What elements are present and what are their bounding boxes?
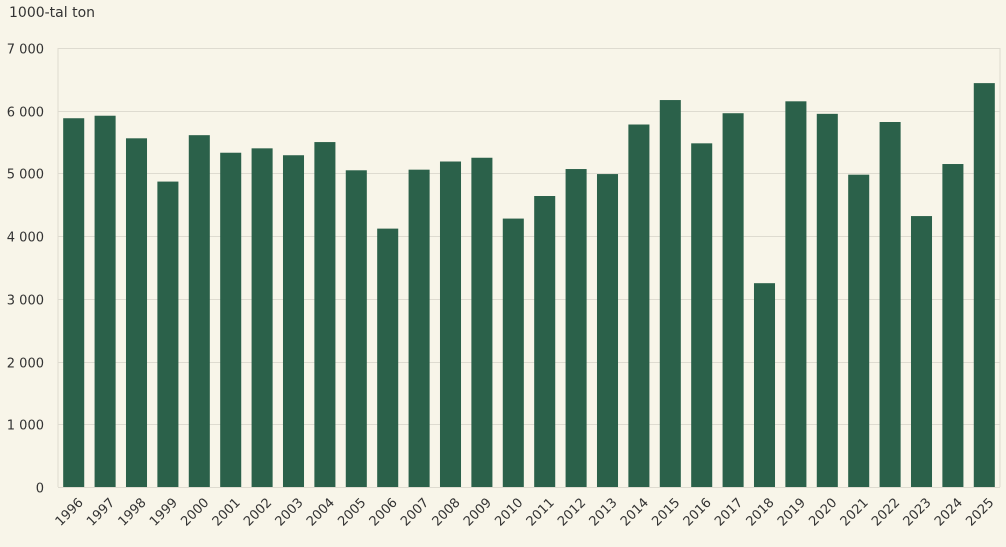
bar-2002: [251, 148, 273, 487]
bar-2011: [534, 196, 556, 487]
x-tick-label: 2009: [461, 495, 495, 529]
bar-2006: [377, 228, 399, 487]
bar-2016: [691, 143, 713, 487]
x-tick-label: 2019: [775, 495, 809, 529]
x-tick-label: 1997: [84, 495, 118, 529]
y-axis-unit-label: 1000-tal ton: [9, 5, 96, 21]
x-tick-label: 1999: [147, 495, 181, 529]
x-tick-label: 2000: [178, 495, 212, 529]
x-tick-label: 2006: [367, 495, 401, 529]
x-tick-label: 2021: [838, 495, 872, 529]
bar-1996: [63, 118, 85, 488]
y-tick-label: 7 000: [7, 43, 44, 58]
x-tick-label: 1998: [116, 495, 150, 529]
x-tick-label: 2023: [901, 495, 935, 529]
y-tick-label: 5 000: [7, 168, 44, 183]
bar-2022: [879, 122, 901, 487]
bar-2023: [910, 216, 933, 487]
bar-2021: [848, 174, 870, 487]
y-tick-label: 6 000: [7, 106, 44, 121]
x-tick-label: 2001: [210, 495, 244, 529]
bar-2013: [596, 174, 619, 487]
x-tick-label: 2004: [304, 495, 338, 529]
bar-2019: [785, 101, 807, 487]
bar-2003: [282, 155, 305, 488]
x-tick-label: 2024: [932, 495, 966, 529]
bar-2008: [439, 161, 462, 487]
y-tick-label: 4 000: [7, 231, 44, 246]
x-tick-label: 2013: [587, 495, 621, 529]
x-tick-label: 2002: [241, 495, 275, 529]
x-tick-label: 2005: [335, 495, 369, 529]
bar-2018: [753, 283, 776, 487]
bar-2024: [942, 164, 964, 487]
bar-2015: [659, 100, 681, 488]
y-tick-label: 1 000: [7, 419, 44, 434]
x-tick-label: 2007: [398, 495, 432, 529]
bar-2005: [345, 170, 367, 488]
x-tick-label: 2010: [492, 495, 526, 529]
bar-1999: [157, 181, 179, 487]
x-tick-label: 2014: [618, 495, 652, 529]
bar-1998: [125, 138, 148, 487]
x-tick-label: 2015: [649, 495, 683, 529]
bar-2010: [502, 218, 524, 487]
y-tick-label: 2 000: [7, 357, 44, 372]
bar-2012: [565, 169, 587, 488]
bar-2001: [220, 152, 242, 488]
x-tick-label: 2012: [555, 495, 589, 529]
x-tick-label: 2020: [806, 495, 840, 529]
bar-2017: [722, 113, 744, 487]
x-tick-label: 2025: [963, 495, 997, 529]
bar-2014: [628, 124, 650, 487]
bar-1997: [94, 115, 116, 487]
bar-2000: [188, 135, 210, 488]
bar-2025: [973, 83, 995, 488]
x-tick-label: 2008: [430, 495, 464, 529]
x-tick-label: 2018: [744, 495, 778, 529]
bar-2004: [314, 142, 336, 487]
y-tick-label: 3 000: [7, 294, 44, 309]
x-tick-label: 2003: [273, 495, 307, 529]
bar-2007: [408, 169, 430, 488]
bar-2020: [816, 113, 838, 487]
x-tick-label: 2017: [712, 495, 746, 529]
x-tick-label: 1996: [53, 495, 87, 529]
bar-2009: [471, 157, 493, 487]
x-tick-label: 2016: [681, 495, 715, 529]
x-tick-label: 2022: [869, 495, 903, 529]
x-tick-label: 2011: [524, 495, 558, 529]
y-tick-label: 0: [36, 482, 44, 497]
